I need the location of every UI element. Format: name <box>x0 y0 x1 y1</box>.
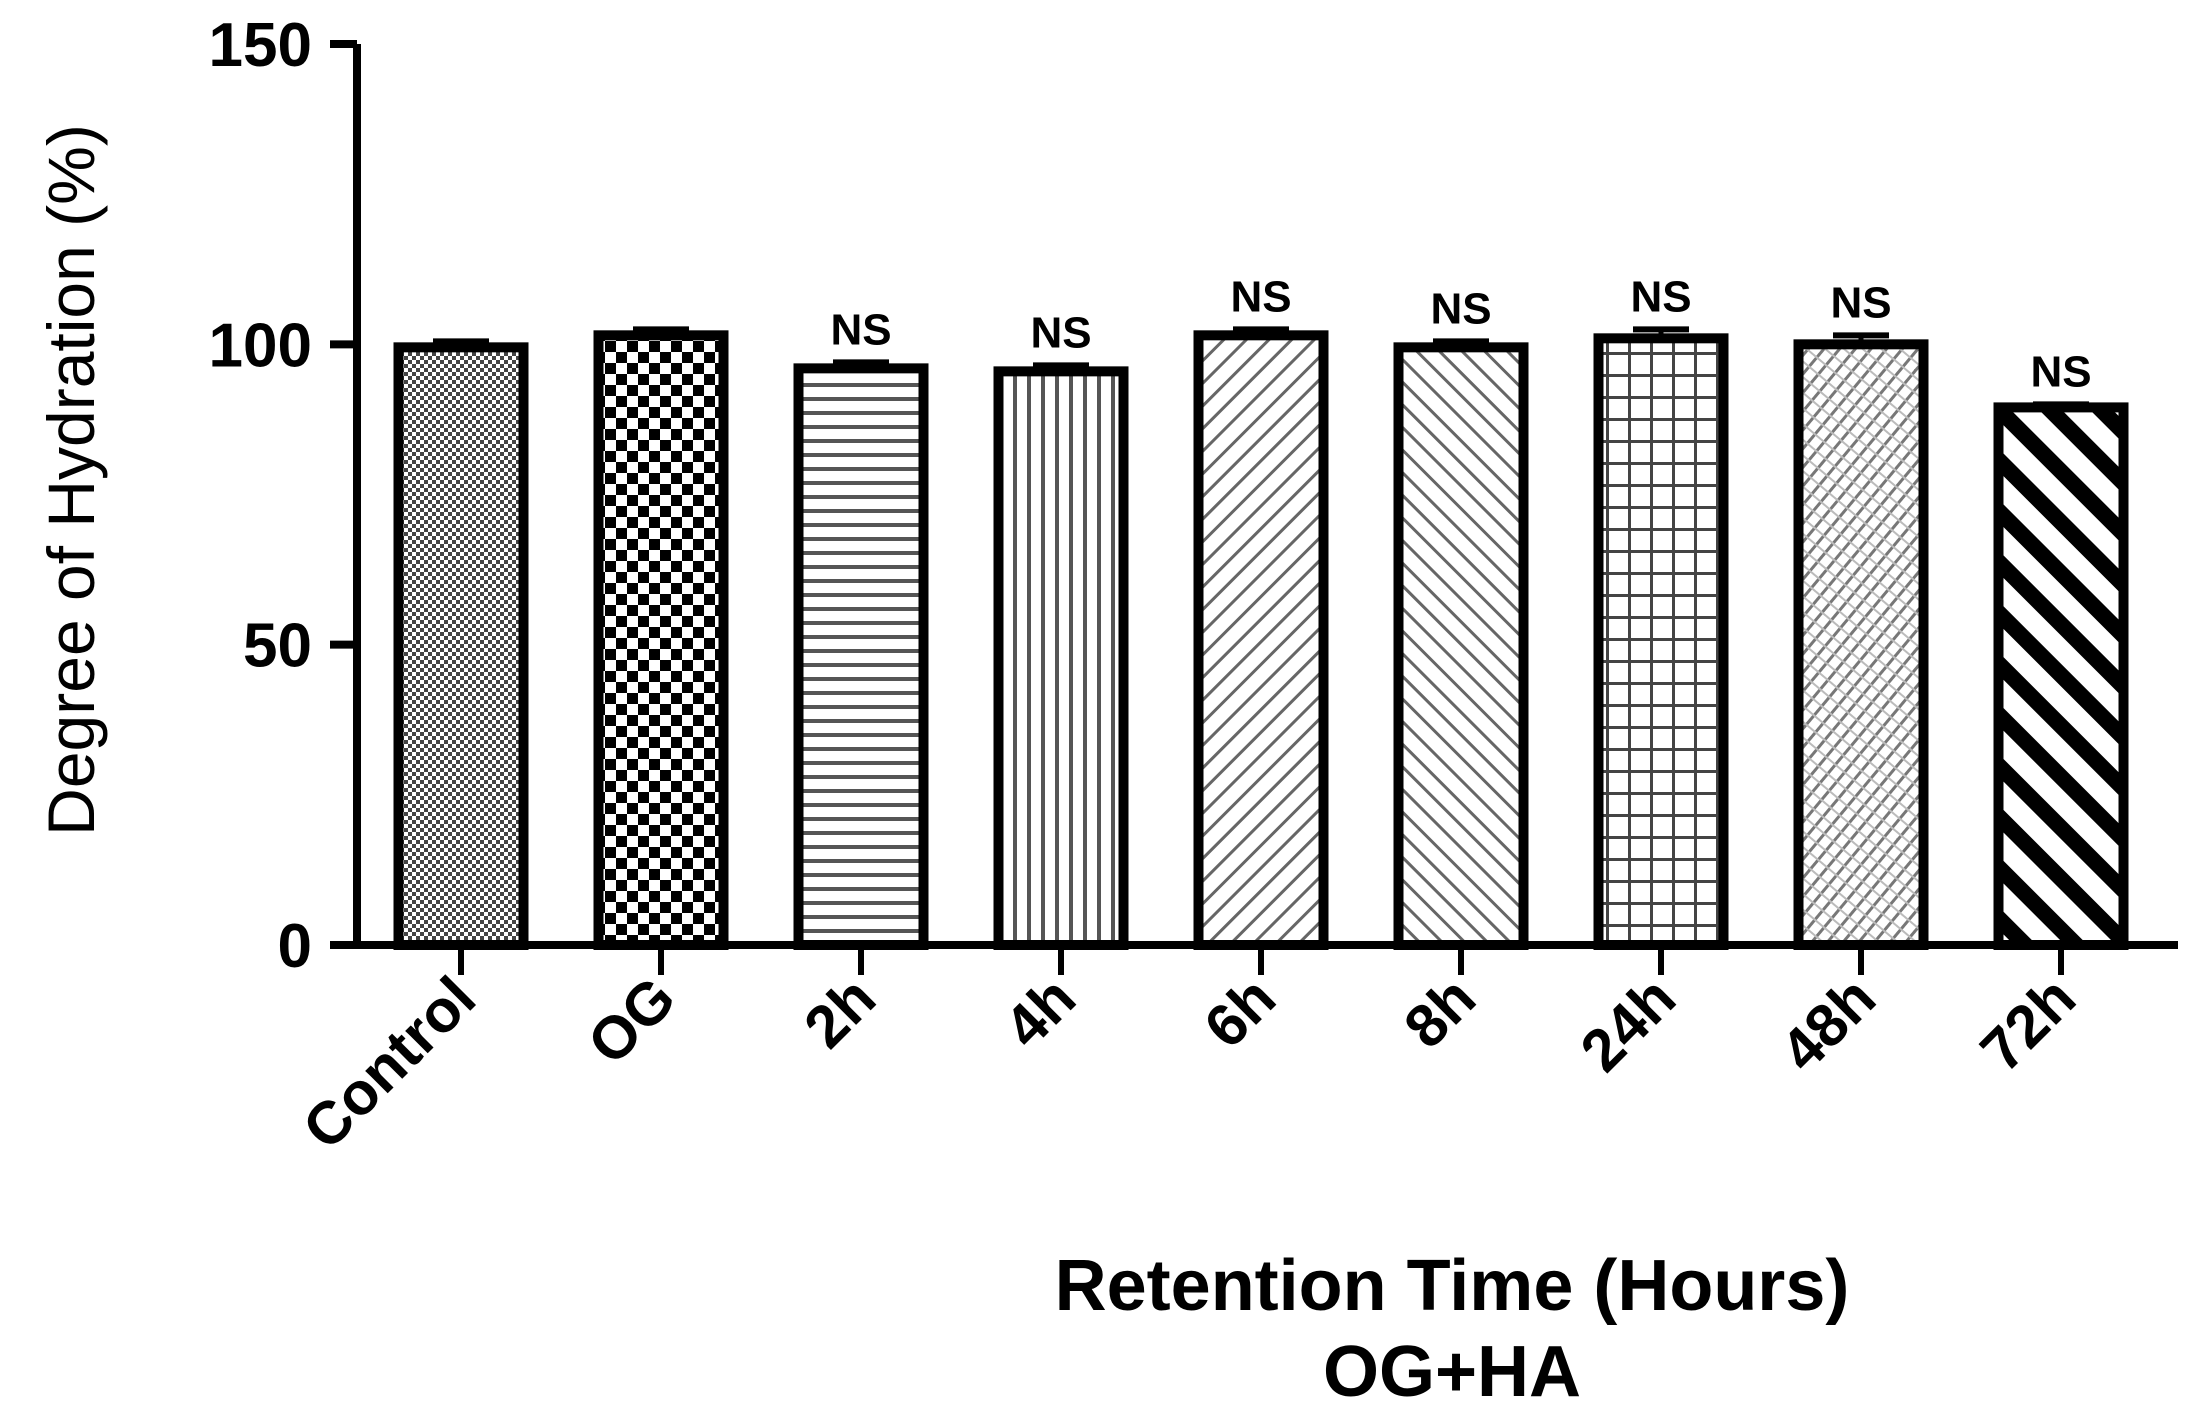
y-tick-label: 150 <box>209 11 312 80</box>
annotations: NS NS NS NS NS NS NS <box>830 272 2091 396</box>
y-tick-label: 0 <box>278 912 312 981</box>
x-axis-subtitle: OG+HA <box>1323 1332 1581 1406</box>
x-tick-label: 2h <box>791 964 888 1061</box>
x-tick-label: 24h <box>1568 964 1688 1084</box>
bar-8h <box>1393 342 1529 950</box>
significance-label: NS <box>830 305 891 354</box>
significance-label: NS <box>1030 308 1091 357</box>
significance-label: NS <box>1230 272 1291 321</box>
y-ticks: 0 50 100 150 <box>209 11 357 981</box>
x-ticks: Control OG 2h 4h 6h 8h 24h 48h 72h <box>290 945 2088 1162</box>
x-tick-label: 72h <box>1968 964 2088 1084</box>
bar-48h <box>1793 339 1929 951</box>
y-axis-title: Degree of Hydration (%) <box>34 124 108 836</box>
significance-label: NS <box>1830 278 1891 327</box>
x-tick-label: 8h <box>1391 964 1488 1061</box>
bar-control <box>393 342 529 950</box>
bar-og <box>593 330 729 951</box>
x-axis-title: Retention Time (Hours) <box>1055 1246 1850 1326</box>
y-tick-label: 100 <box>209 311 312 380</box>
x-tick-label: Control <box>290 964 488 1162</box>
y-tick-label: 50 <box>243 612 312 681</box>
significance-label: NS <box>2030 347 2091 396</box>
significance-label: NS <box>1430 284 1491 333</box>
x-tick-label: 48h <box>1768 964 1888 1084</box>
x-tick-label: 6h <box>1191 964 1288 1061</box>
bar-2h <box>793 363 929 950</box>
error-bars <box>433 326 2089 408</box>
bars <box>393 330 2129 951</box>
bar-4h <box>993 366 1129 950</box>
x-tick-label: 4h <box>991 964 1088 1061</box>
significance-label: NS <box>1630 272 1691 321</box>
x-tick-label: OG <box>575 964 688 1077</box>
bar-24h <box>1593 333 1729 950</box>
bar-72h <box>1993 402 2129 950</box>
bar-6h <box>1193 330 1329 951</box>
